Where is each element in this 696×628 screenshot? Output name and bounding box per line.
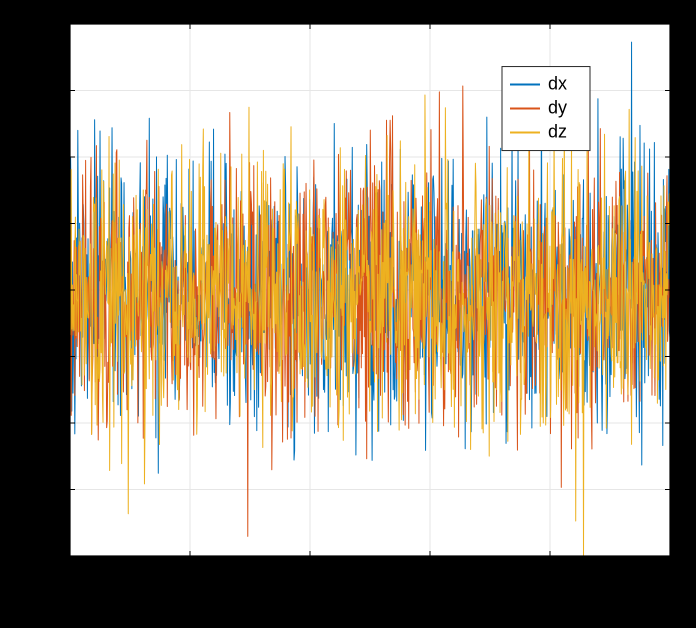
legend-label-dz: dz: [548, 121, 567, 141]
legend-label-dy: dy: [548, 97, 567, 117]
chart-svg: dx dy dz: [0, 0, 696, 628]
noise-line-chart: dx dy dz: [0, 0, 696, 628]
legend: dx dy dz: [502, 67, 590, 151]
legend-label-dx: dx: [548, 73, 567, 93]
